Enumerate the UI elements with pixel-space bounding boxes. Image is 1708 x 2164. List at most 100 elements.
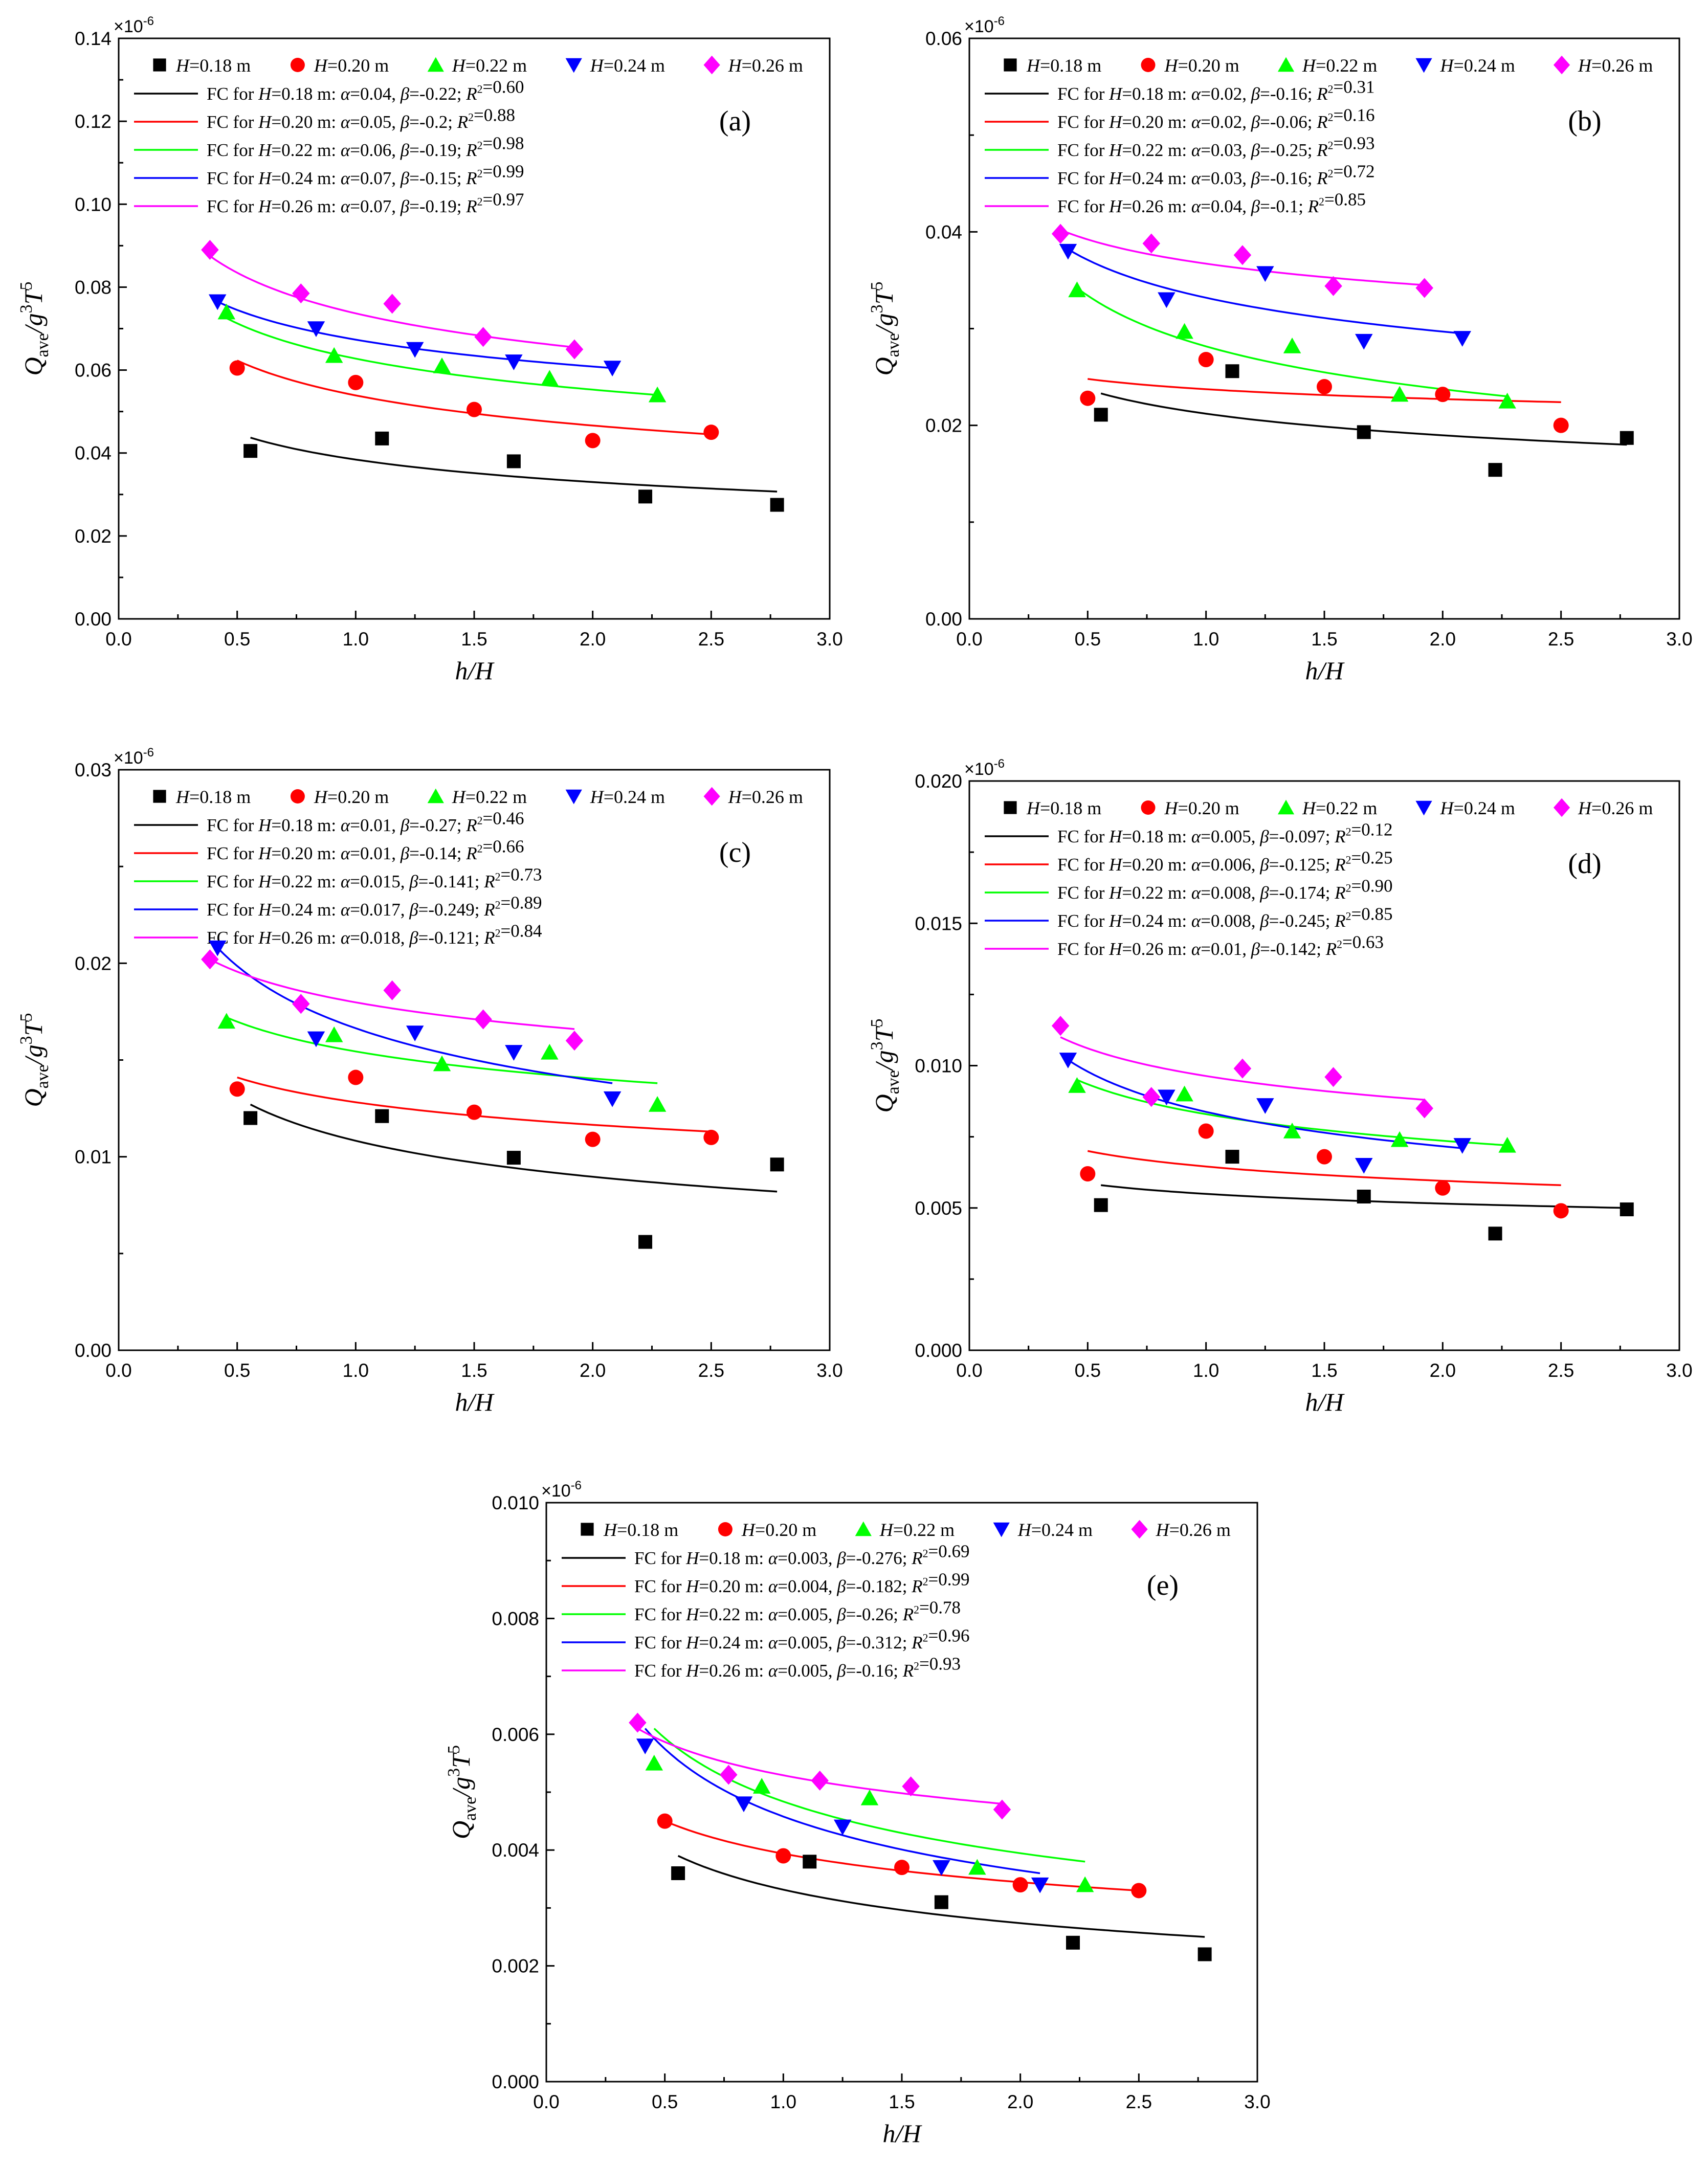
data-point-H020 — [467, 401, 482, 417]
data-point-H024 — [735, 1796, 753, 1813]
data-point-H018 — [1620, 431, 1634, 445]
x-tick-label: 3.0 — [1244, 2091, 1270, 2112]
legend-series-label: H=0.22 m — [879, 1520, 955, 1540]
data-point-H024 — [1453, 1138, 1471, 1154]
panel-e: 0.0 0.5 1.0 1.5 2.0 2.5 3.0 0.000 0.002 0.004 0.00… — [445, 1479, 1271, 2148]
y-tick-label: 0.020 — [915, 771, 962, 792]
data-point-H026 — [201, 239, 219, 260]
panel-label: (c) — [719, 837, 751, 868]
fit-curve-H020 — [664, 1820, 1139, 1892]
x-axis-title: h/H — [1305, 656, 1345, 685]
x-tick-label: 2.0 — [580, 629, 606, 650]
x-tick-label: 2.0 — [1430, 1360, 1456, 1381]
data-point-H024 — [1059, 1053, 1077, 1068]
data-point-H026 — [292, 994, 310, 1014]
x-tick-label: 1.5 — [461, 1360, 487, 1381]
data-point-H022 — [325, 347, 343, 363]
x-tick-label: 1.0 — [1193, 629, 1219, 650]
y-tick-label: 0.02 — [75, 953, 112, 974]
data-point-H018 — [671, 1866, 685, 1880]
data-point-H024 — [933, 1860, 950, 1876]
data-point-H024 — [505, 354, 523, 370]
y-axis-title: Qave/g3T5 — [17, 281, 52, 375]
data-point-H018 — [770, 498, 784, 512]
legend-fit-label: FC for H=0.22 m: α=0.008, β=-0.174; R2=0… — [1057, 876, 1393, 903]
data-point-H018 — [803, 1855, 817, 1869]
legend-series-label: H=0.26 m — [728, 787, 803, 807]
data-point-H020 — [585, 433, 601, 449]
y-multiplier: ×10-6 — [114, 746, 154, 768]
data-point-H020 — [1435, 1180, 1451, 1196]
data-point-H022 — [1498, 1136, 1516, 1153]
data-point-H024 — [406, 1025, 424, 1042]
legend-fit-label: FC for H=0.20 m: α=0.01, β=-0.14; R2=0.6… — [207, 837, 524, 863]
data-point-H024 — [208, 940, 227, 956]
y-tick-label: 0.14 — [75, 28, 112, 49]
legend-fit-label: FC for H=0.24 m: α=0.07, β=-0.15; R2=0.9… — [207, 162, 524, 188]
legend-series-label: H=0.24 m — [1017, 1520, 1093, 1540]
legend-fit-label: FC for H=0.26 m: α=0.04, β=-0.1; R2=0.85 — [1057, 190, 1366, 216]
legend-fit-label: FC for H=0.26 m: α=0.07, β=-0.19; R2=0.9… — [207, 190, 524, 216]
data-point-H026 — [902, 1776, 920, 1797]
data-point-H020 — [1080, 390, 1096, 406]
data-point-H022 — [1390, 386, 1409, 402]
y-tick-label: 0.06 — [925, 28, 962, 49]
legend-marker — [1004, 801, 1017, 814]
legend-fit-label: FC for H=0.22 m: α=0.03, β=-0.25; R2=0.9… — [1057, 133, 1375, 160]
x-axis-title: h/H — [883, 2119, 923, 2148]
data-point-H026 — [292, 283, 310, 304]
data-point-H020 — [229, 1081, 245, 1097]
legend-marker — [703, 55, 720, 75]
legend-fit-label: FC for H=0.24 m: α=0.008, β=-0.245; R2=0… — [1057, 904, 1393, 931]
data-point-H024 — [307, 1031, 325, 1047]
legend-fit-label: FC for H=0.26 m: α=0.005, β=-0.16; R2=0.… — [634, 1654, 961, 1681]
legend-series-label: H=0.24 m — [590, 55, 665, 76]
fit-curve-H022 — [1076, 287, 1507, 397]
data-point-H024 — [406, 342, 424, 358]
legend-marker — [1553, 798, 1570, 817]
data-point-H022 — [648, 1096, 667, 1112]
data-point-H024 — [307, 321, 325, 337]
y-tick-label: 0.006 — [492, 1724, 539, 1745]
x-axis-title: h/H — [455, 1388, 495, 1416]
x-axis-title: h/H — [455, 656, 495, 685]
legend-series-label: H=0.22 m — [1302, 55, 1377, 76]
legend-fit-label: FC for H=0.20 m: α=0.02, β=-0.06; R2=0.1… — [1057, 105, 1375, 132]
data-point-H020 — [703, 425, 719, 440]
data-point-H026 — [474, 327, 492, 347]
data-point-H020 — [229, 360, 245, 376]
data-point-H024 — [1059, 243, 1077, 260]
data-point-H020 — [1317, 1149, 1332, 1165]
legend-series-label: H=0.18 m — [603, 1520, 678, 1540]
legend-marker — [993, 1522, 1010, 1537]
x-axis-title: h/H — [1305, 1388, 1345, 1416]
data-point-H020 — [657, 1813, 673, 1829]
data-point-H024 — [1256, 266, 1274, 282]
data-point-H022 — [752, 1778, 771, 1794]
panel-b: 0.0 0.5 1.0 1.5 2.0 2.5 3.0 0.00 0.02 0.04 0.06×10… — [868, 14, 1693, 685]
data-point-H024 — [603, 1091, 622, 1107]
data-point-H022 — [645, 1754, 663, 1771]
x-tick-label: 2.5 — [1548, 629, 1574, 650]
data-point-H026 — [201, 949, 219, 970]
y-tick-label: 0.04 — [925, 221, 962, 242]
panel-label: (e) — [1147, 1570, 1179, 1601]
data-point-H024 — [208, 294, 227, 310]
data-point-H018 — [1225, 364, 1239, 378]
data-point-H018 — [638, 1235, 653, 1249]
data-point-H022 — [1076, 1876, 1094, 1892]
data-point-H024 — [1355, 1158, 1373, 1174]
legend-series-label: H=0.24 m — [1440, 798, 1515, 818]
data-point-H018 — [243, 1111, 258, 1125]
data-point-H024 — [1031, 1877, 1049, 1893]
data-point-H026 — [629, 1712, 647, 1733]
x-tick-label: 2.0 — [580, 1360, 606, 1381]
legend-marker — [290, 789, 305, 804]
x-tick-label: 1.0 — [343, 1360, 369, 1381]
legend-marker — [1415, 58, 1432, 73]
y-tick-label: 0.004 — [492, 1840, 539, 1861]
data-point-H020 — [1012, 1877, 1028, 1893]
data-point-H020 — [467, 1104, 482, 1120]
legend-marker — [1131, 1520, 1148, 1539]
y-tick-label: 0.002 — [492, 1956, 539, 1977]
